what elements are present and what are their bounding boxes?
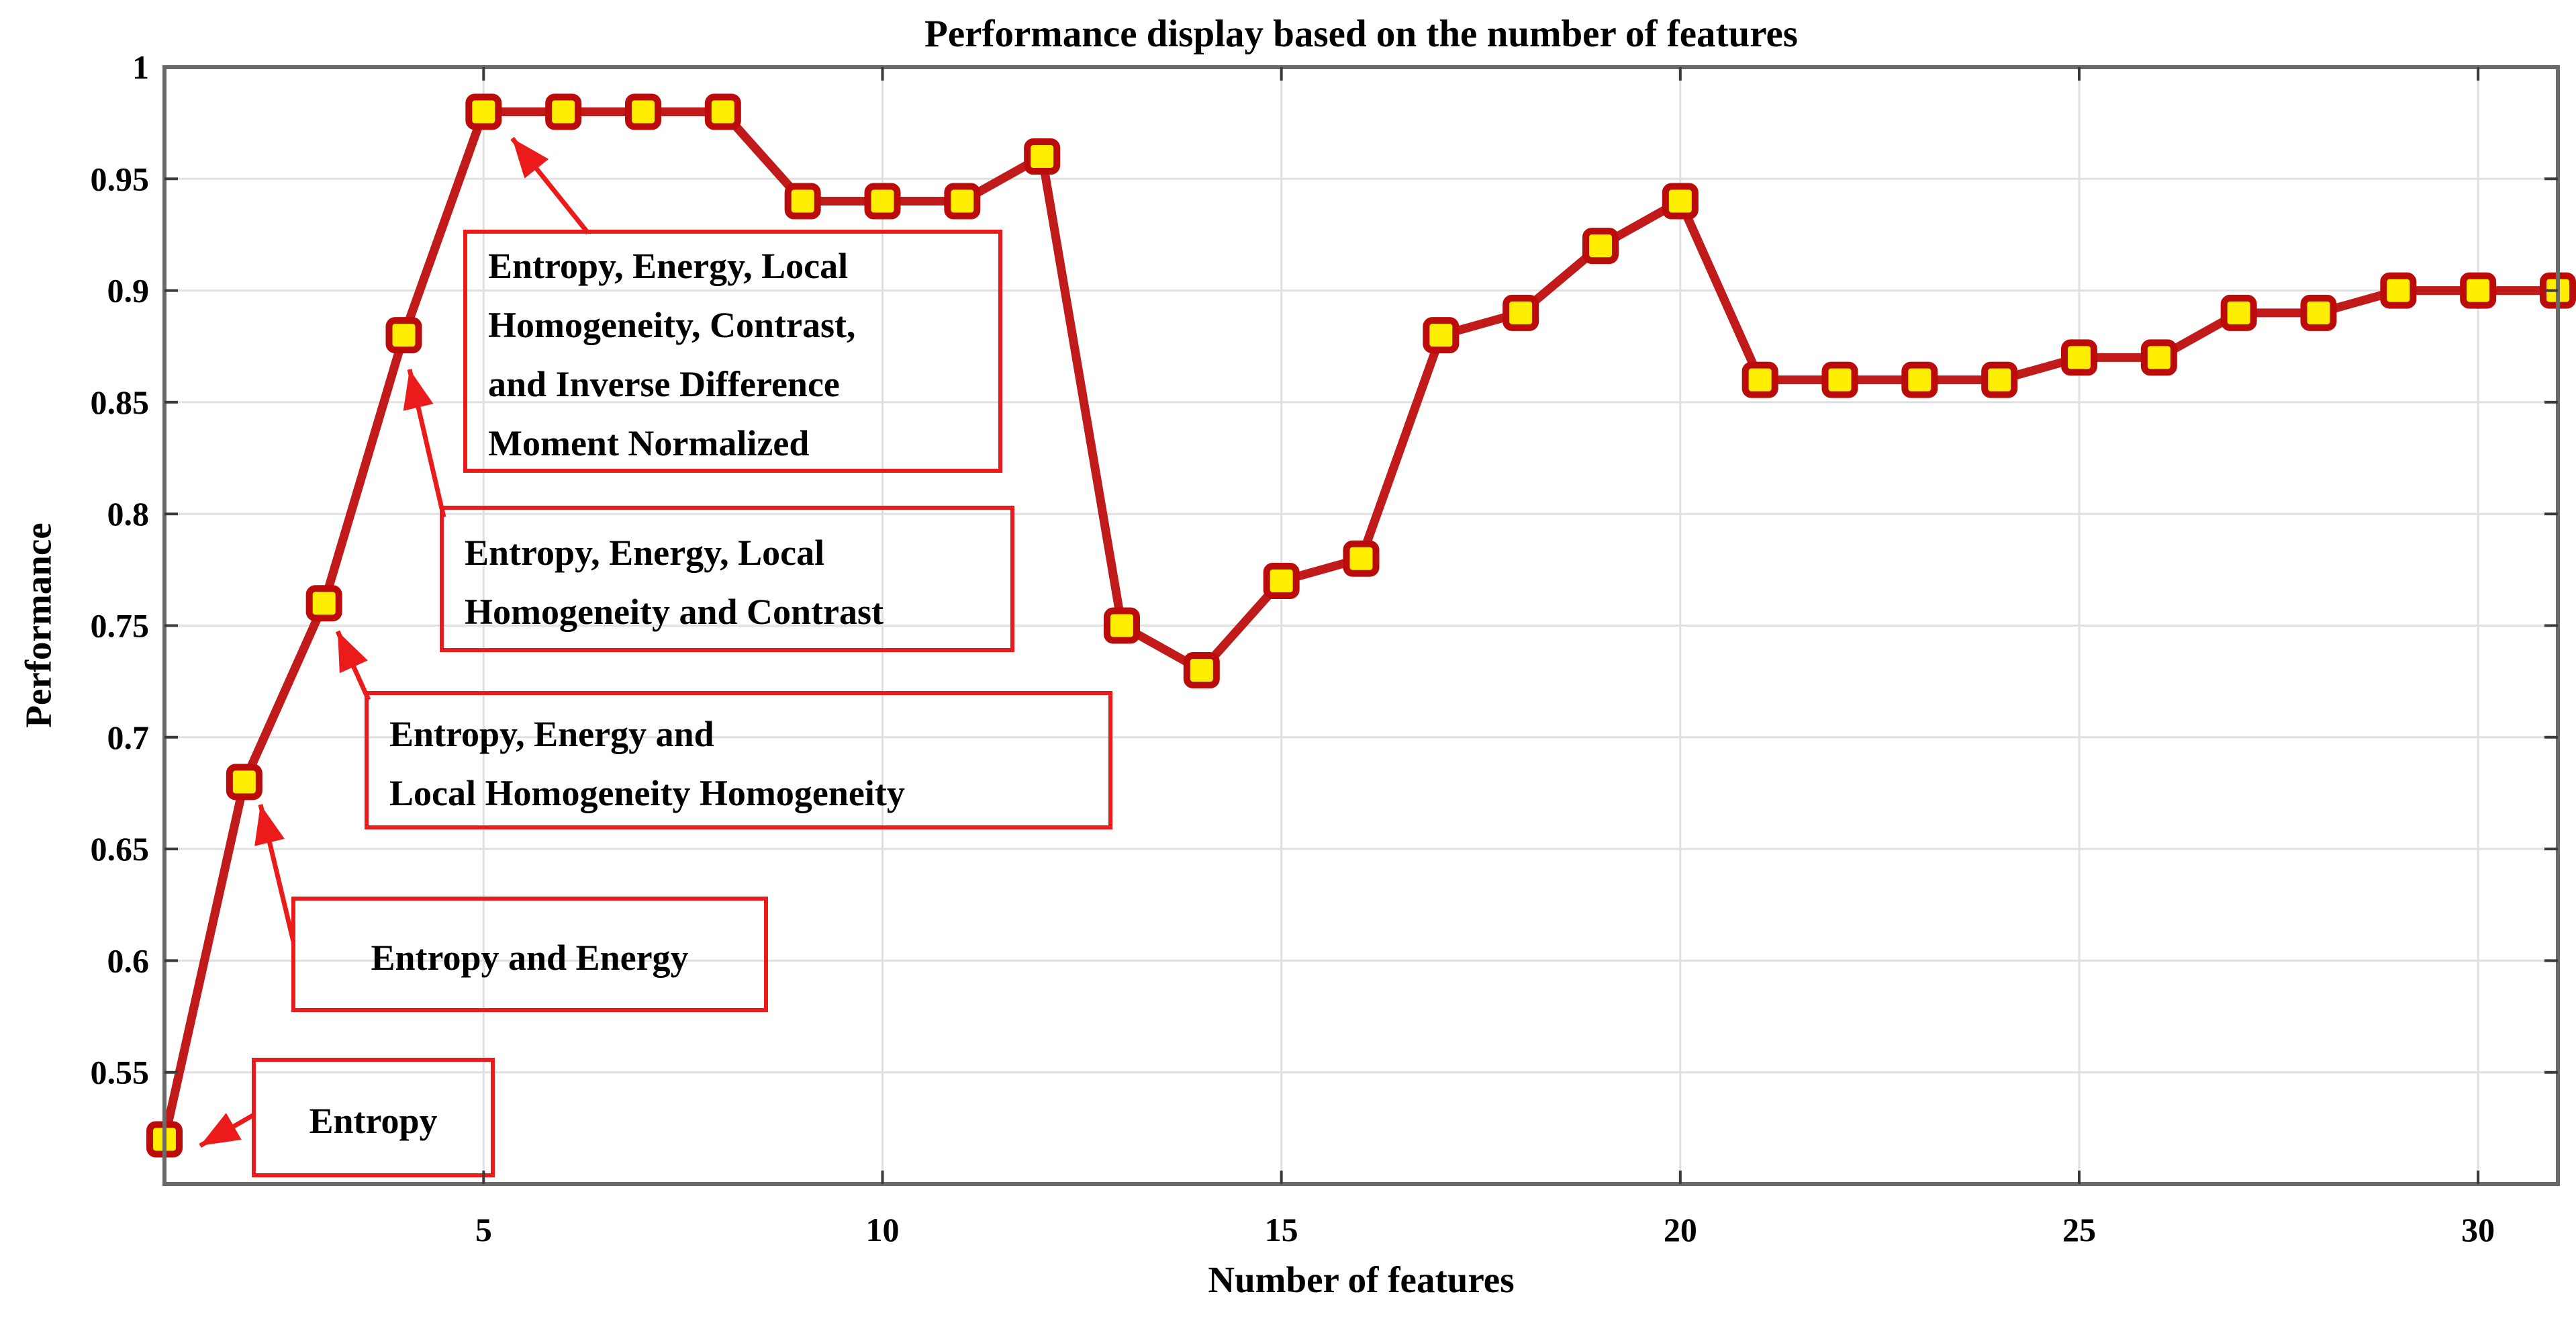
data-point-2 (226, 764, 263, 801)
x-axis-label: Number of features (1208, 1259, 1515, 1300)
y-tick-label-0.95: 0.95 (91, 160, 150, 197)
y-tick-label-0.9: 0.9 (107, 272, 150, 310)
data-point-5 (465, 93, 502, 130)
data-point-20 (1662, 183, 1699, 220)
series-markers (146, 93, 2576, 1158)
x-tick-label-20: 20 (1664, 1211, 1697, 1248)
annotation-text-entropy-energy-localhom-line1: Entropy, Energy and (389, 714, 714, 754)
y-tick-label-1: 1 (132, 48, 149, 86)
annotation-arrowhead-entropy-energy-localhom (338, 631, 368, 674)
y-tick-label-0.8: 0.8 (107, 495, 150, 533)
tick-marks (164, 67, 2558, 1184)
data-point-28 (2300, 294, 2337, 331)
data-point-13 (1104, 607, 1140, 644)
annotation-arrowhead-entropy (200, 1113, 242, 1146)
x-tick-label-30: 30 (2461, 1211, 2495, 1248)
data-point-15 (1263, 562, 1300, 599)
data-point-24 (1981, 361, 2018, 398)
data-point-19 (1582, 228, 1619, 265)
y-tick-label-0.65: 0.65 (91, 830, 150, 868)
annotation-text-entropy-energy-localhom-contrast-idmn-line2: Homogeneity, Contrast, (488, 305, 855, 345)
data-point-18 (1502, 294, 1539, 331)
tick-labels: 5 10 15 20 25 30 1 0.95 0.9 0.85 0.8 0.75 0.7 0.65 0.6… (91, 48, 2495, 1248)
chart-title: Performance display based on the number … (924, 13, 1798, 55)
data-point-16 (1343, 540, 1380, 577)
y-tick-label-0.6: 0.6 (107, 942, 150, 979)
annotation-text-entropy-energy-localhom-line2: Local Homogeneity Homogeneity (389, 773, 905, 813)
annotation-text-entropy-energy-line1: Entropy and Energy (371, 938, 688, 978)
data-point-14 (1183, 652, 1220, 689)
data-point-22 (1821, 361, 1858, 398)
x-tick-label-15: 15 (1265, 1211, 1298, 1248)
y-tick-label-0.85: 0.85 (91, 383, 150, 421)
data-point-8 (704, 93, 741, 130)
data-point-10 (864, 183, 901, 220)
annotation-arrowhead-entropy-energy-localhom-contrast (403, 369, 434, 411)
annotation-text-entropy-energy-localhom-contrast-idmn-line3: and Inverse Difference (488, 364, 840, 404)
data-point-23 (1901, 361, 1938, 398)
data-point-12 (1024, 138, 1061, 175)
data-point-6 (545, 93, 582, 130)
data-point-25 (2061, 339, 2097, 376)
annotation-text-entropy-line1: Entropy (309, 1101, 437, 1141)
data-point-21 (1742, 361, 1778, 398)
data-point-26 (2140, 339, 2177, 376)
y-tick-label-0.75: 0.75 (91, 607, 150, 645)
annotation-text-entropy-energy-localhom-contrast-line1: Entropy, Energy, Local (465, 533, 824, 573)
x-tick-label-5: 5 (475, 1211, 492, 1248)
x-tick-label-10: 10 (866, 1211, 900, 1248)
annotation-text-entropy-energy-localhom-contrast-line2: Homogeneity and Contrast (465, 592, 884, 632)
x-tick-label-25: 25 (2062, 1211, 2096, 1248)
annotation-box-entropy-energy (291, 897, 768, 1012)
annotation-box-entropy (252, 1058, 495, 1177)
annotations: Entropy Entropy and Energy Entropy, Energy… (199, 136, 1112, 1177)
data-point-30 (2460, 272, 2497, 309)
annotation-box-entropy-energy-localhom-contrast (440, 506, 1014, 652)
data-point-7 (625, 93, 661, 130)
annotation-text-entropy-energy-localhom-contrast-idmn-line4: Moment Normalized (488, 423, 809, 463)
y-tick-label-0.55: 0.55 (91, 1054, 150, 1091)
data-point-27 (2220, 294, 2257, 331)
annotation-box-entropy-energy-localhom-contrast-idmn (463, 230, 1002, 473)
gridlines (164, 67, 2558, 1184)
data-point-9 (784, 183, 821, 220)
data-point-11 (944, 183, 981, 220)
annotation-arrowhead-entropy-energy (254, 805, 285, 846)
data-point-17 (1423, 317, 1460, 354)
y-tick-label-0.7: 0.7 (107, 719, 150, 756)
data-point-4 (385, 317, 422, 354)
annotation-box-entropy-energy-localhom (365, 691, 1112, 829)
data-point-3 (305, 585, 342, 622)
annotation-text-entropy-energy-localhom-contrast-idmn-line1: Entropy, Energy, Local (488, 246, 848, 286)
data-point-29 (2380, 272, 2417, 309)
annotation-arrowhead-entropy-energy-localhom-contrast-idmn (512, 138, 549, 179)
